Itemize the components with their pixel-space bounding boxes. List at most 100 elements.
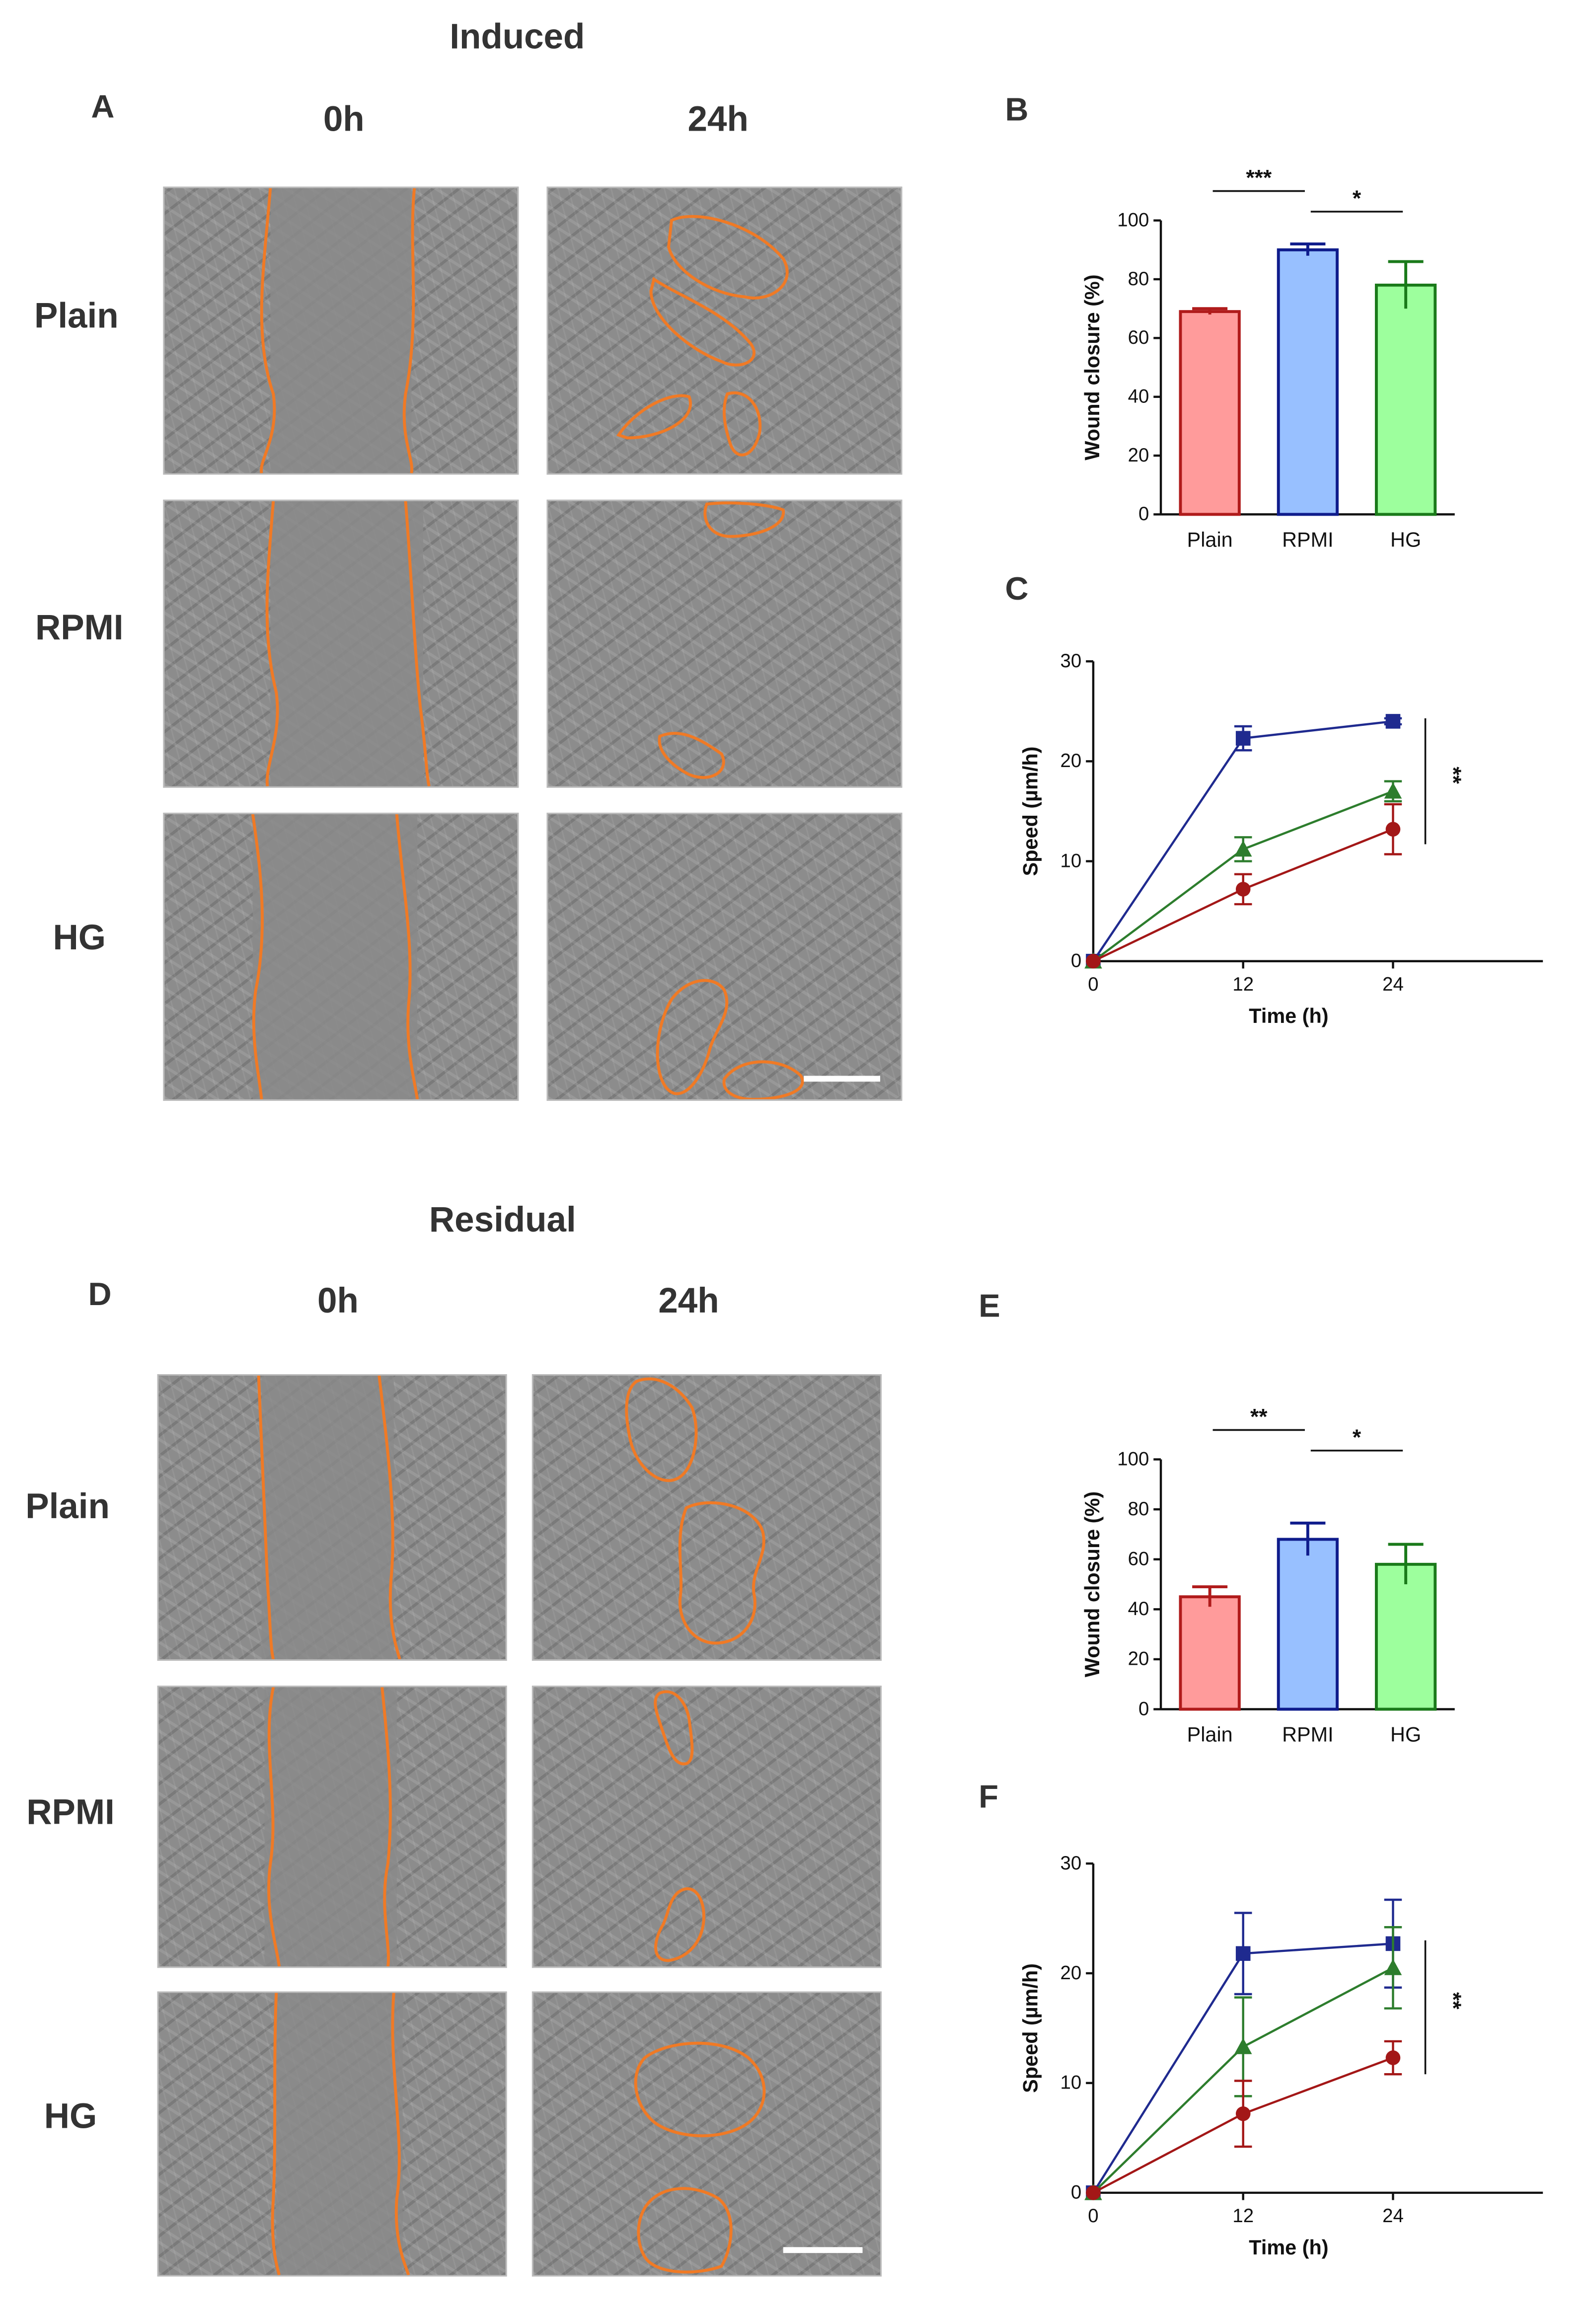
micrograph-residual-hg-24h	[531, 1991, 882, 2277]
y-axis-label: Wound closure (%)	[1081, 1491, 1104, 1677]
y-tick-label: 100	[1117, 1448, 1149, 1470]
panel-letter-b: B	[1005, 91, 1029, 128]
significance-label: *	[1353, 1425, 1361, 1450]
y-tick-label: 40	[1128, 1598, 1149, 1620]
wound-edge-right	[404, 501, 431, 786]
x-tick-label: HG	[1390, 1723, 1421, 1746]
y-axis-label: Speed (µm/h)	[1019, 1963, 1042, 2093]
wound-outline	[616, 394, 692, 440]
wound-edge-left	[267, 1687, 281, 1967]
wound-edge-left	[251, 814, 264, 1099]
time-label-0h: 0h	[317, 1281, 359, 1321]
significance-label: **	[1441, 767, 1465, 784]
row-label-plain: Plain	[25, 1487, 110, 1527]
wound-edge-right	[391, 1993, 410, 2275]
wound-outline	[722, 1060, 804, 1099]
y-tick-label: 30	[1060, 1853, 1082, 1874]
data-point	[1234, 840, 1252, 857]
x-tick-label: HG	[1390, 528, 1421, 551]
residual-title: Residual	[429, 1200, 576, 1240]
micrograph-residual-rpmi-0h	[157, 1686, 507, 1968]
wound-edge-left	[265, 501, 279, 786]
panel-letter-a: A	[91, 88, 115, 125]
micrograph-induced-plain-0h	[163, 186, 519, 475]
x-axis-label: Time (h)	[1249, 2236, 1328, 2259]
row-label-rpmi: RPMI	[35, 608, 124, 648]
bar	[1277, 1538, 1339, 1711]
chart-c-speed: 0 10 20 30 0 12 24 Time (h) Speed (µm/h) **	[1014, 647, 1572, 1058]
y-tick-label: 40	[1128, 386, 1149, 407]
data-point	[1385, 2050, 1401, 2065]
wound-edge-right	[378, 1375, 401, 1659]
wound-outline	[678, 1501, 765, 1645]
chart-f-speed: 0 10 20 30 0 12 24 Time (h) Speed (µm/h) **	[1014, 1849, 1572, 2290]
wound-outline	[649, 277, 756, 367]
chart-b-wound-closure: 0 20 40 60 80 100 Wound closure (%) Plain RPMI HG…	[1014, 155, 1513, 581]
data-point	[1384, 1959, 1402, 1975]
line-chart-svg: 0 10 20 30 0 12 24 Time (h) Speed (µm/h) **	[1019, 1853, 1543, 2259]
wound-outline	[654, 1690, 694, 1766]
y-axis-label: Wound closure (%)	[1081, 274, 1104, 460]
y-tick-label: 20	[1128, 1648, 1149, 1670]
wound-outline	[637, 2187, 733, 2274]
row-label-rpmi: RPMI	[26, 1793, 115, 1833]
bar-chart-svg: 0 20 40 60 80 100 Wound closure (%) Plain RPMI HG…	[1081, 166, 1455, 551]
row-label-hg: HG	[53, 918, 106, 958]
wound-outline	[722, 391, 762, 457]
x-tick-label: Plain	[1187, 528, 1233, 551]
induced-title: Induced	[450, 17, 585, 58]
time-label-24h: 24h	[687, 100, 749, 140]
row-label-hg: HG	[44, 2097, 97, 2137]
micrograph-residual-hg-0h	[157, 1991, 507, 2277]
y-tick-label: 20	[1060, 1962, 1082, 1984]
data-point	[1385, 822, 1401, 837]
x-tick-label: 0	[1088, 2205, 1098, 2227]
y-tick-label: 0	[1071, 950, 1081, 972]
y-tick-label: 0	[1138, 1698, 1149, 1719]
significance-label: *	[1353, 186, 1361, 211]
significance-label: **	[1441, 1992, 1465, 2010]
wound-outline	[656, 979, 729, 1095]
x-tick-label: 0	[1088, 974, 1098, 995]
wound-edge-left	[271, 1993, 281, 2275]
x-tick-label: 24	[1382, 974, 1404, 995]
wound-outline	[667, 215, 789, 300]
wound-edge-right	[402, 188, 416, 473]
y-tick-label: 0	[1138, 503, 1149, 525]
wound-edge-left	[260, 188, 276, 473]
data-point	[1234, 2038, 1252, 2054]
panel-letter-d: D	[88, 1275, 112, 1313]
wound-outline	[634, 2041, 766, 2138]
data-point	[1235, 2106, 1251, 2121]
micrograph-induced-plain-24h	[546, 186, 903, 475]
bar	[1179, 1595, 1241, 1711]
time-label-0h: 0h	[323, 100, 365, 140]
y-tick-label: 60	[1128, 327, 1149, 348]
data-point	[1235, 1946, 1251, 1961]
panel-letter-f: F	[979, 1778, 999, 1815]
bar	[1374, 283, 1437, 516]
panel-letter-e: E	[979, 1287, 1000, 1324]
bar-chart-svg: 0 20 40 60 80 100 Wound closure (%) Plain RPMI HG…	[1081, 1405, 1455, 1746]
micrograph-residual-rpmi-24h	[531, 1686, 882, 1968]
data-point	[1235, 731, 1251, 746]
bar	[1179, 310, 1241, 516]
row-label-plain: Plain	[34, 297, 119, 337]
y-tick-label: 20	[1060, 750, 1082, 772]
wound-outline	[654, 1887, 705, 1962]
y-axis-label: Speed (µm/h)	[1019, 747, 1042, 876]
micrograph-induced-hg-0h	[163, 812, 519, 1101]
x-tick-label: 24	[1382, 2205, 1404, 2227]
wound-outline	[625, 1377, 698, 1482]
chart-e-wound-closure: 0 20 40 60 80 100 Wound closure (%) Plain RPMI HG…	[1014, 1393, 1513, 1775]
data-point	[1384, 782, 1402, 799]
x-tick-label: 12	[1232, 974, 1254, 995]
micrograph-induced-hg-24h	[546, 812, 903, 1101]
line-chart-svg: 0 10 20 30 0 12 24 Time (h) Speed (µm/h) **	[1019, 650, 1543, 1027]
x-tick-label: 12	[1232, 2205, 1254, 2227]
y-tick-label: 0	[1071, 2182, 1081, 2203]
wound-edge-right	[395, 814, 419, 1099]
y-tick-label: 10	[1060, 2072, 1082, 2093]
bar	[1374, 1562, 1437, 1711]
